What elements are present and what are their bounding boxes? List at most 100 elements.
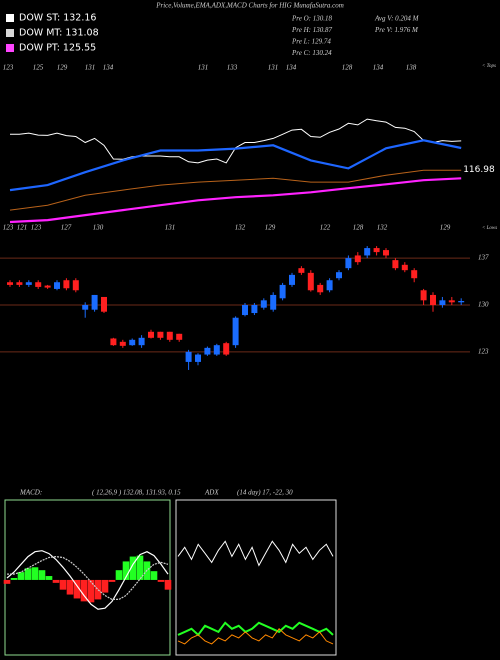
ema-line: [9, 177, 462, 224]
adx-line: [177, 621, 334, 637]
candle-body: [223, 343, 230, 355]
histogram-bar: [24, 568, 32, 580]
y-tick-label: 123: [478, 347, 489, 355]
legend-swatch: [6, 14, 14, 22]
candle-body: [101, 296, 107, 312]
candle-body: [411, 270, 418, 279]
candle-body: [54, 282, 60, 289]
low-label: 132: [377, 224, 388, 232]
low-label: 122: [320, 224, 331, 232]
candle-body: [289, 274, 295, 285]
candle-body: [148, 331, 154, 338]
top-label: 134: [286, 64, 297, 72]
histogram-bar: [10, 577, 18, 580]
candle-body: [16, 282, 23, 285]
histogram-bar: [122, 561, 130, 580]
macd-title: MACD:: [19, 489, 42, 497]
adx-line: [177, 628, 334, 645]
candle-body: [448, 300, 455, 303]
macd-line: [6, 550, 169, 610]
candle-body: [138, 337, 145, 346]
candle-body: [82, 305, 89, 310]
histogram-bar: [94, 579, 102, 600]
histogram-bar: [150, 571, 158, 580]
histogram-bar: [87, 579, 95, 603]
top-label: 123: [3, 64, 14, 72]
candle-body: [185, 351, 192, 362]
ema-line: [9, 169, 462, 211]
candle-body: [401, 264, 408, 271]
candle-body: [317, 284, 324, 293]
prev-day-info: Pre C: 130.24: [291, 49, 332, 57]
histogram-bar: [129, 556, 137, 580]
histogram-bar: [59, 579, 67, 590]
candle-body: [392, 260, 399, 269]
candle-body: [213, 345, 220, 355]
tops-label: < Tops: [482, 64, 496, 69]
macd-params: ( 12,26,9 ) 132.08, 131.93, 0.15: [92, 489, 181, 497]
ema-line: [9, 139, 462, 192]
candle-body: [354, 255, 361, 263]
macd-panel: [4, 499, 171, 656]
histogram-bar: [52, 579, 60, 583]
top-label: 138: [406, 64, 417, 72]
volume-info: Pre V: 1.976 M: [374, 26, 419, 34]
adx-title: ADX: [204, 489, 219, 497]
candle-body: [72, 280, 79, 291]
end-value-label: 116.98: [463, 165, 495, 175]
candle-body: [110, 338, 117, 346]
volume-info: Avg V: 0.204 M: [374, 15, 420, 23]
top-label: 125: [33, 64, 44, 72]
top-label: 131: [198, 64, 209, 72]
candle-body: [458, 300, 465, 303]
candle-body: [251, 305, 258, 314]
candle-body: [270, 294, 277, 310]
prev-day-info: Pre L: 129.74: [291, 38, 331, 46]
candle-body: [430, 294, 436, 305]
candle-body: [242, 305, 248, 316]
candle-body: [91, 294, 98, 310]
low-label: 123: [31, 224, 42, 232]
histogram-bar: [38, 570, 46, 580]
candle-body: [420, 290, 427, 301]
legend-label: DOW ST: 132.16: [19, 13, 96, 24]
legend-swatch: [6, 29, 14, 37]
histogram-bar: [101, 579, 109, 593]
candle-body: [195, 354, 201, 362]
histogram-bar: [66, 579, 74, 595]
candle-body: [63, 280, 70, 289]
candle-body: [25, 282, 32, 285]
histogram-bar: [3, 579, 11, 584]
candle-body: [383, 250, 389, 256]
low-label: 130: [93, 224, 104, 232]
histogram-bar: [17, 572, 25, 580]
candle-body: [176, 333, 183, 340]
y-tick-label: 137: [478, 254, 489, 262]
histogram-bar: [80, 579, 88, 602]
low-label: 128: [353, 224, 364, 232]
candle-body: [44, 285, 51, 288]
low-label: 127: [61, 224, 72, 232]
histogram-bar: [73, 579, 81, 599]
top-label: 133: [227, 64, 238, 72]
top-label: 131: [268, 64, 279, 72]
top-label: 129: [57, 64, 68, 72]
adx-panel: [175, 499, 337, 656]
histogram-bar: [115, 570, 123, 580]
candle-body: [260, 300, 267, 308]
prev-day-info: Pre H: 130.87: [291, 26, 332, 34]
low-label: 129: [265, 224, 276, 232]
low-label: 131: [165, 224, 176, 232]
candle-body: [204, 347, 211, 355]
candle-body: [326, 280, 333, 291]
candle-body: [373, 248, 380, 253]
legend-swatch: [6, 44, 14, 52]
low-label: 123: [3, 224, 14, 232]
y-tick-label: 130: [478, 301, 489, 309]
candle-body: [129, 339, 136, 346]
adx-params: (14 day) 17, -22, 30: [237, 489, 293, 497]
candle-body: [7, 282, 13, 285]
